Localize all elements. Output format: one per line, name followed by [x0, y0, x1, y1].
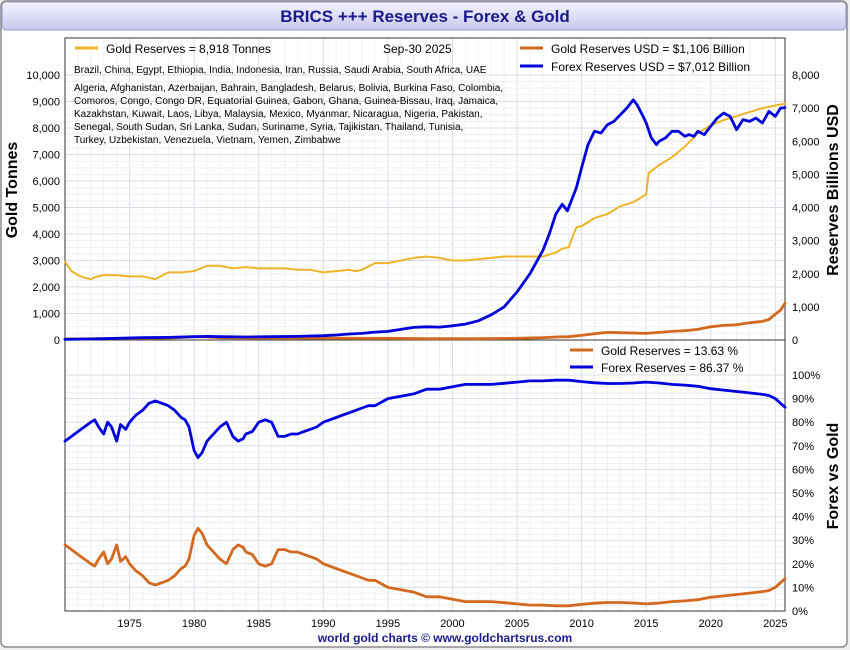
bottom-panel-grid [65, 340, 785, 611]
y-axis-left-label: Gold Tonnes [4, 142, 21, 239]
y-tick-label-left: 1,000 [32, 309, 60, 321]
series-line-gold-tonnes [64, 102, 786, 281]
x-tick-label: 2020 [698, 618, 722, 630]
y-tick-label-right-bottom: 70% [792, 441, 814, 453]
y-tick-label-right-bottom: 10% [792, 582, 814, 594]
chart-footer: world gold charts © www.goldchartsrus.co… [317, 631, 572, 645]
legend-date: Sep-30 2025 [383, 42, 452, 56]
legend-gold-tonnes: Gold Reserves = 8,918 Tonnes [106, 42, 271, 56]
y-tick-label-right-top: 3,000 [792, 236, 820, 248]
y-tick-label-left: 10,000 [26, 70, 60, 82]
y-tick-label-left: 4,000 [32, 229, 60, 241]
country-line: Algeria, Afghanistan, Azerbaijan, Bahrai… [74, 83, 503, 94]
title-bar [1, 1, 847, 31]
series-line-forex-usd [63, 98, 787, 341]
y-axis-left-ticks: 0 1,000 2,000 3,000 4,000 5,000 6,000 7,000 8,00… [26, 70, 60, 347]
y-axis-right-top-label: Reserves Billions USD [825, 104, 842, 276]
y-tick-label-right-bottom: 40% [792, 512, 814, 524]
x-tick-label: 2005 [505, 618, 529, 630]
y-tick-label-right-top: 5,000 [792, 169, 820, 181]
y-tick-label-right-bottom: 0% [792, 606, 808, 618]
x-tick-label: 1995 [376, 618, 400, 630]
y-tick-label-left: 7,000 [32, 150, 60, 162]
legend-forex-usd: Forex Reserves USD = $7,012 Billion [551, 60, 750, 74]
y-tick-label-right-bottom: 80% [792, 417, 814, 429]
y-tick-label-left: 6,000 [32, 176, 60, 188]
y-tick-label-left: 2,000 [32, 282, 60, 294]
x-tick-label: 2010 [569, 618, 593, 630]
series-layer [63, 98, 787, 608]
plot-area-border [64, 37, 786, 612]
y-tick-label-right-bottom: 100% [792, 370, 820, 382]
y-tick-label-right-top: 6,000 [792, 136, 820, 148]
y-tick-label-left: 9,000 [32, 97, 60, 109]
series-line-forex-pct [63, 378, 787, 460]
x-tick-label: 2000 [440, 618, 464, 630]
y-tick-label-left: 0 [54, 335, 60, 347]
legend-forex-pct: Forex Reserves = 86.37 % [601, 361, 744, 375]
country-list: Brazil, China, Egypt, Ethiopia, India, I… [74, 65, 503, 146]
country-line: Turkey, Uzbekistan, Venezuela, Vietnam, … [74, 135, 341, 146]
chart-title: BRICS +++ Reserves - Forex & Gold [280, 7, 570, 26]
y-tick-label-right-top: 1,000 [792, 302, 820, 314]
country-line: Senegal, South Sudan, Sri Lanka, Sudan, … [74, 122, 463, 133]
y-tick-label-right-bottom: 20% [792, 559, 814, 571]
y-tick-label-right-top: 8,000 [792, 70, 820, 82]
x-tick-label: 1990 [311, 618, 335, 630]
y-tick-label-right-top: 7,000 [792, 103, 820, 115]
y-tick-label-right-top: 2,000 [792, 269, 820, 281]
country-line: Comoros, Congo, Congo DR, Equatorial Gui… [74, 96, 498, 107]
x-tick-label: 1985 [246, 618, 270, 630]
y-tick-label-right-bottom: 50% [792, 488, 814, 500]
legend-gold-pct: Gold Reserves = 13.63 % [601, 344, 738, 358]
y-tick-label-right-bottom: 60% [792, 464, 814, 476]
x-tick-label: 2025 [763, 618, 787, 630]
y-tick-label-left: 5,000 [32, 203, 60, 215]
y-tick-label-right-top: 0 [792, 335, 798, 347]
y-tick-label-left: 8,000 [32, 123, 60, 135]
series-line-gold-pct [63, 527, 787, 608]
y-axis-right-bottom-ticks: 0% 10% 20% 30% 40% 50% 60% 70% 80% 90% 100% [792, 370, 820, 618]
x-tick-label: 1980 [182, 618, 206, 630]
legend-gold-usd: Gold Reserves USD = $1,106 Billion [551, 42, 745, 56]
y-tick-label-right-bottom: 90% [792, 394, 814, 406]
y-axis-right-bottom-label: Forex vs Gold [825, 423, 842, 530]
y-tick-label-right-bottom: 30% [792, 535, 814, 547]
x-tick-label: 2015 [634, 618, 658, 630]
country-line: Brazil, China, Egypt, Ethiopia, India, I… [74, 65, 487, 76]
x-axis-ticks: 1975 1980 1985 1990 1995 2000 2005 2010 2015 2020… [117, 618, 787, 630]
country-line: Kazakhstan, Kuwait, Laos, Libya, Malaysi… [74, 109, 483, 120]
x-tick-label: 1975 [117, 618, 141, 630]
y-tick-label-left: 3,000 [32, 256, 60, 268]
y-tick-label-right-top: 4,000 [792, 203, 820, 215]
top-panel-grid [65, 38, 785, 340]
y-axis-right-top-ticks: 0 1,000 2,000 3,000 4,000 5,000 6,000 7,000 8,00… [792, 70, 820, 347]
